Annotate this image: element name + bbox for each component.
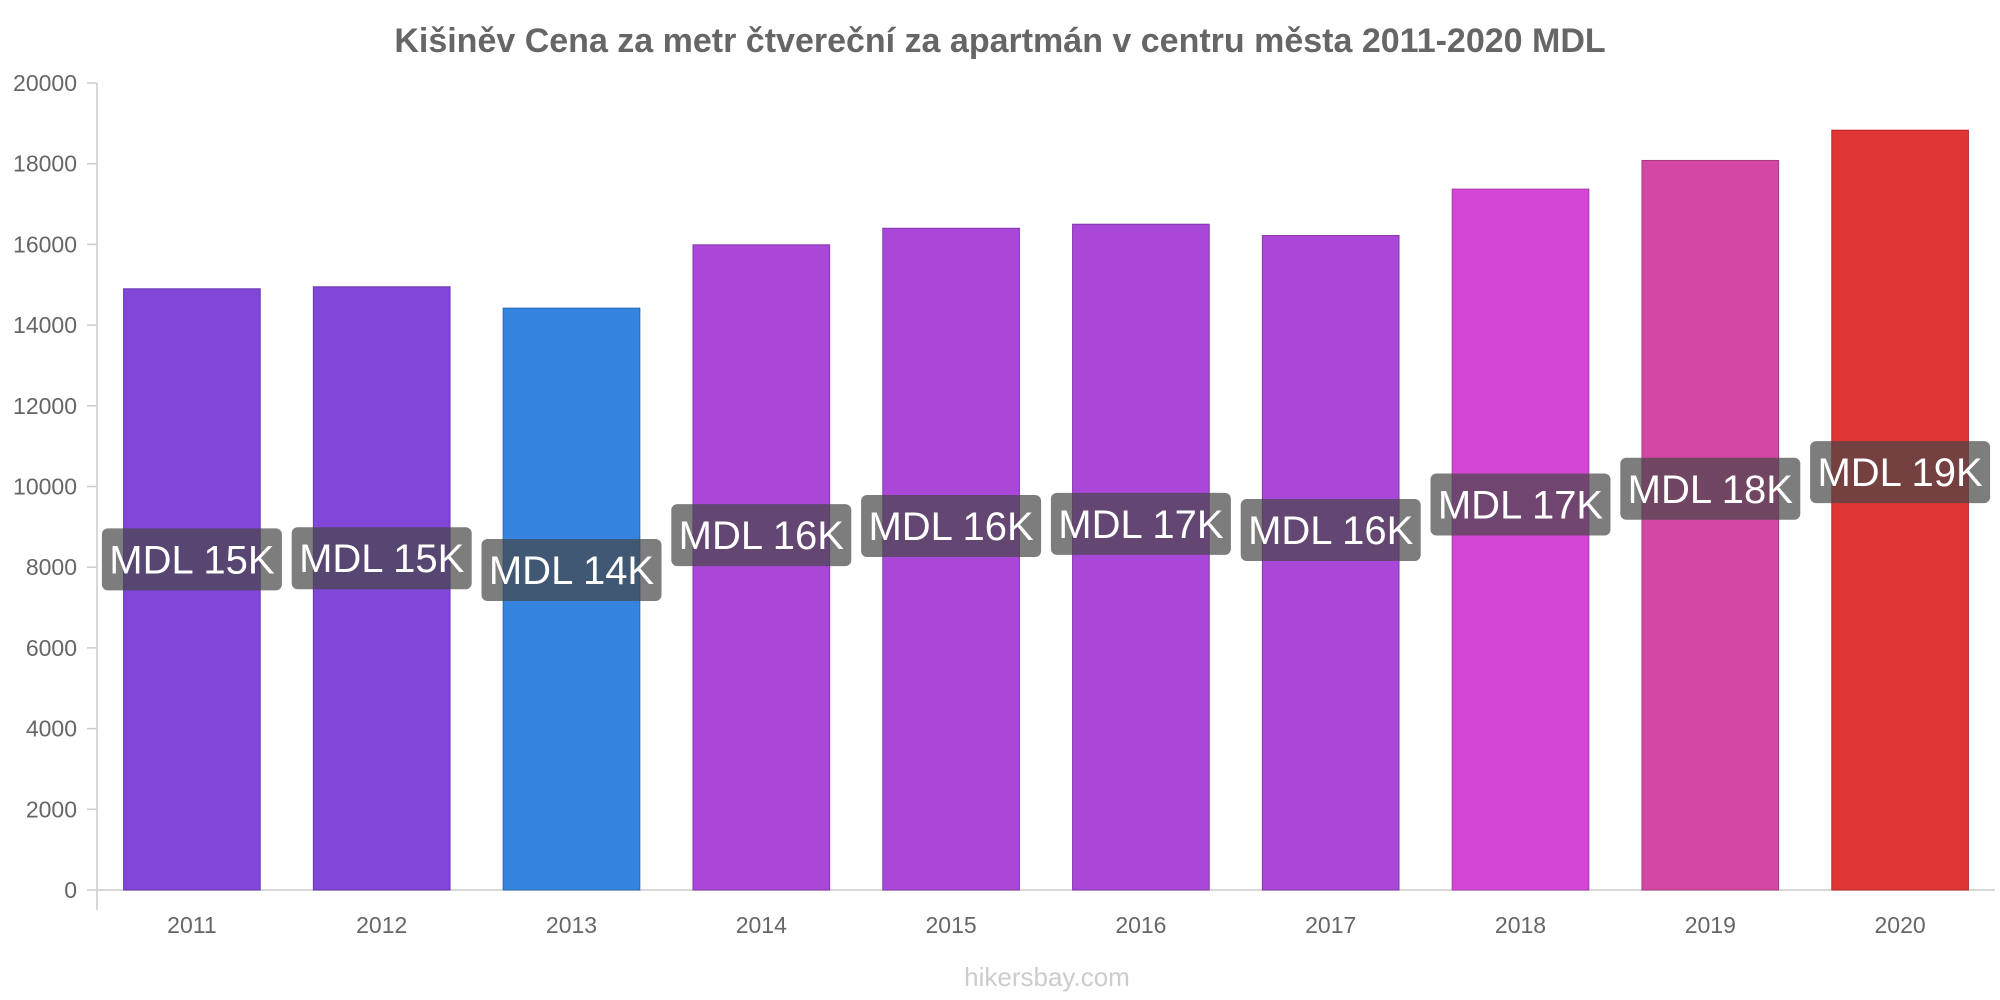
x-tick-label: 2014 bbox=[736, 912, 787, 938]
data-label: MDL 15K bbox=[109, 538, 275, 582]
x-tick-label: 2019 bbox=[1685, 912, 1736, 938]
data-labels-group: MDL 15K MDL 15K MDL 14K MDL 16K MDL 16K MDL 1… bbox=[101, 441, 1991, 601]
y-tick-label: 10000 bbox=[13, 474, 77, 500]
data-label-box bbox=[671, 504, 852, 567]
bar bbox=[1451, 188, 1590, 891]
y-tick-label: 18000 bbox=[13, 151, 77, 177]
data-label-box bbox=[291, 527, 472, 590]
x-tick-label: 2016 bbox=[1115, 912, 1166, 938]
bar bbox=[692, 244, 831, 891]
x-tick-label: 2011 bbox=[167, 912, 216, 938]
bar bbox=[1261, 235, 1400, 891]
watermark-text: hikersbay.com bbox=[964, 962, 1130, 992]
data-label: MDL 16K bbox=[1248, 509, 1414, 553]
x-tick-label: 2018 bbox=[1495, 912, 1546, 938]
y-tick-label: 14000 bbox=[13, 312, 77, 338]
y-axis: 0 2000 4000 6000 8000 10000 12000 14000 16000 180… bbox=[13, 70, 98, 910]
y-tick-label: 16000 bbox=[13, 231, 77, 257]
y-tick-label: 0 bbox=[64, 877, 77, 903]
y-tick-label: 6000 bbox=[26, 635, 77, 661]
data-label-box bbox=[1430, 473, 1611, 536]
data-label-box bbox=[861, 495, 1042, 558]
x-tick-label: 2020 bbox=[1875, 912, 1926, 938]
y-tick-label: 8000 bbox=[26, 554, 77, 580]
data-label-box bbox=[1240, 499, 1421, 562]
bar bbox=[882, 227, 1020, 891]
bar bbox=[1072, 223, 1210, 891]
bar bbox=[1831, 129, 1969, 891]
data-label-box bbox=[101, 528, 282, 591]
data-label: MDL 18K bbox=[1628, 468, 1794, 512]
y-tick-label: 20000 bbox=[13, 70, 77, 96]
data-label: MDL 15K bbox=[299, 537, 465, 581]
data-label: MDL 16K bbox=[679, 514, 845, 558]
data-label: MDL 17K bbox=[1438, 484, 1604, 528]
y-tick-label: 4000 bbox=[26, 716, 77, 742]
data-label: MDL 19K bbox=[1817, 451, 1983, 495]
y-tick-label: 2000 bbox=[26, 796, 77, 822]
chart-title: Kišiněv Cena za metr čtvereční za apartm… bbox=[394, 22, 1605, 60]
x-tick-label: 2012 bbox=[356, 912, 407, 938]
data-label: MDL 17K bbox=[1058, 503, 1224, 547]
x-tick-label: 2017 bbox=[1305, 912, 1356, 938]
data-label-box bbox=[1620, 457, 1801, 520]
data-label-box bbox=[481, 538, 662, 601]
y-tick-label: 12000 bbox=[13, 393, 77, 419]
data-label: MDL 16K bbox=[868, 505, 1034, 549]
x-tick-label: 2013 bbox=[546, 912, 597, 938]
x-axis: 2011 2012 2013 2014 2015 2016 2017 2018 2019 2020 bbox=[97, 889, 1995, 938]
data-label-box bbox=[1810, 441, 1991, 504]
data-label: MDL 14K bbox=[489, 549, 655, 593]
bar bbox=[1641, 159, 1780, 891]
x-tick-label: 2015 bbox=[926, 912, 977, 938]
data-label-box bbox=[1050, 492, 1231, 555]
